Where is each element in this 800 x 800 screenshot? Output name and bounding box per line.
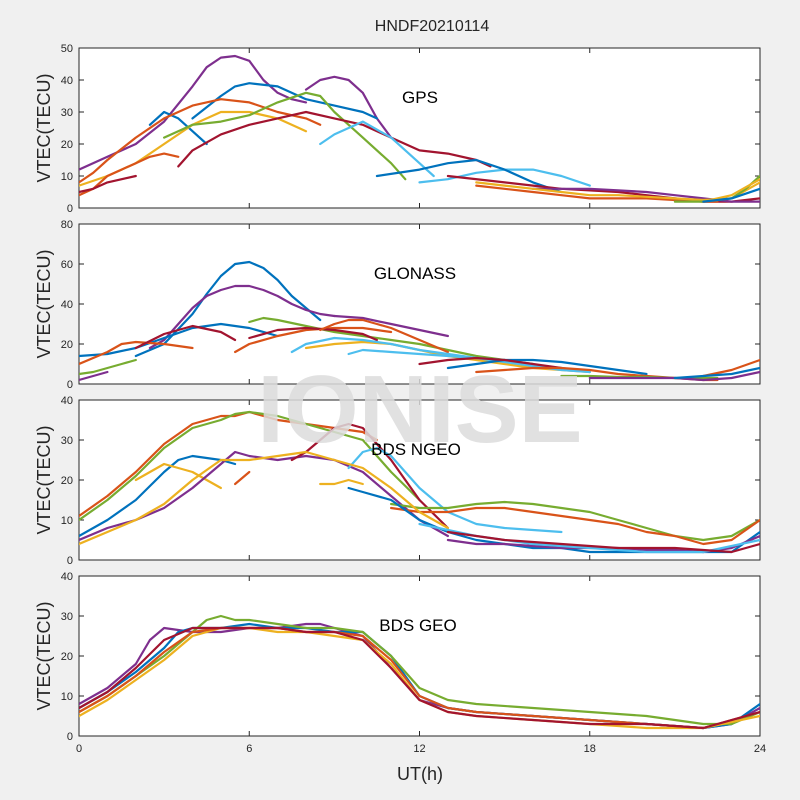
y-tick-label: 0	[67, 555, 73, 567]
series-line-gps-9	[319, 120, 435, 178]
panel-bds-geo: 0 10 20 30 40 0 6 12 18 24 VTEC(TECU) BDS GEO	[34, 571, 766, 755]
panel-gps: 0 10 20 30 40 50 VTEC(TECU) GPS	[34, 43, 761, 215]
series-line-gps-4	[148, 110, 208, 146]
watermark: IONISE	[257, 356, 582, 463]
series-line-gps-5	[79, 98, 322, 184]
series-line-glonass-10	[319, 318, 449, 354]
x-tick-label: 6	[246, 743, 252, 755]
y-tick-label: 20	[61, 339, 73, 351]
y-axis-label: VTEC(TECU)	[34, 602, 54, 711]
y-tick-label: 10	[61, 171, 73, 183]
panel-label-gps: GPS	[402, 88, 438, 107]
series-line-glonass-14	[446, 358, 648, 376]
series-line-bds-ngeo-4	[134, 462, 222, 490]
series-line-glonass-4	[79, 322, 279, 358]
y-tick-label: 60	[61, 259, 73, 271]
axes-gps	[78, 47, 761, 209]
y-tick-label: 30	[61, 611, 73, 623]
y-axis-label: VTEC(TECU)	[34, 426, 54, 535]
series-line-glonass-2	[148, 284, 336, 350]
panel-bds-ngeo: 0 10 20 30 40 VTEC(TECU) BDS NGEO	[34, 395, 761, 567]
y-tick-label: 30	[61, 435, 73, 447]
series-line-bds-geo-5	[79, 626, 760, 730]
x-tick-label: 24	[754, 743, 766, 755]
series-line-bds-ngeo-15	[234, 470, 251, 486]
axes-glonass	[78, 223, 761, 385]
series-line-bds-ngeo-5	[79, 450, 449, 542]
y-tick-label: 40	[61, 299, 73, 311]
series-line-glonass-15	[418, 356, 563, 370]
y-tick-label: 0	[67, 379, 73, 391]
series-line-glonass-20	[673, 366, 760, 380]
series-line-bds-ngeo-12	[319, 478, 364, 486]
series-group	[79, 614, 760, 730]
series-line-gps-8	[177, 110, 492, 168]
y-tick-label: 0	[67, 203, 73, 215]
series-line-glonass-1	[134, 260, 322, 358]
figure-title: HNDF20210114	[375, 18, 490, 35]
series-line-bds-ngeo-9	[390, 506, 760, 546]
series-group	[79, 410, 760, 554]
panel-label-glonass: GLONASS	[374, 264, 456, 283]
series-line-gps-13	[531, 187, 760, 203]
series-line-glonass-6	[134, 324, 237, 350]
x-axis-label: UT(h)	[397, 764, 443, 784]
y-tick-label: 0	[67, 731, 73, 743]
y-tick-label: 40	[61, 395, 73, 407]
series-line-glonass-3	[333, 314, 449, 338]
series-line-bds-ngeo-8	[390, 500, 760, 542]
axes-bds-geo	[78, 575, 761, 737]
series-line-gps-3	[191, 82, 378, 120]
series-group	[79, 54, 760, 203]
series-line-glonass-22	[79, 370, 109, 382]
series-line-gps-11	[375, 158, 563, 194]
y-tick-label: 50	[61, 43, 73, 55]
y-tick-label: 80	[61, 219, 73, 231]
series-line-gps-1	[79, 54, 308, 171]
y-tick-label: 40	[61, 571, 73, 583]
series-line-bds-ngeo-11	[79, 450, 449, 546]
series-line-glonass-5	[79, 340, 194, 366]
y-tick-label: 20	[61, 475, 73, 487]
series-line-bds-ngeo-1	[79, 410, 378, 518]
y-tick-label: 10	[61, 691, 73, 703]
series-line-bds-ngeo-7	[347, 446, 563, 534]
panel-label-bds-geo: BDS GEO	[379, 616, 456, 635]
series-line-bds-ngeo-6	[290, 422, 449, 530]
panel-glonass: 0 20 40 60 80 VTEC(TECU) GLONASS	[34, 219, 761, 391]
x-tick-label: 12	[413, 743, 425, 755]
y-axis-label: VTEC(TECU)	[34, 74, 54, 183]
y-tick-label: 40	[61, 75, 73, 87]
series-group	[79, 260, 760, 382]
y-tick-label: 10	[61, 515, 73, 527]
series-line-glonass-7	[248, 316, 535, 366]
series-line-bds-geo-6	[79, 626, 760, 730]
panel-label-bds-ngeo: BDS NGEO	[371, 440, 461, 459]
y-tick-label: 30	[61, 107, 73, 119]
x-tick-label: 18	[584, 743, 596, 755]
y-tick-label: 20	[61, 139, 73, 151]
series-line-glonass-19	[702, 358, 760, 378]
x-tick-label: 0	[76, 743, 82, 755]
y-axis-label: VTEC(TECU)	[34, 250, 54, 359]
y-tick-label: 20	[61, 651, 73, 663]
series-line-bds-ngeo-16	[446, 530, 760, 554]
series-line-gps-19	[79, 174, 137, 194]
series-line-gps-7	[163, 91, 407, 181]
series-line-gps-20	[702, 187, 760, 203]
series-line-bds-ngeo-2	[79, 410, 421, 522]
series-line-glonass-21	[79, 358, 137, 376]
